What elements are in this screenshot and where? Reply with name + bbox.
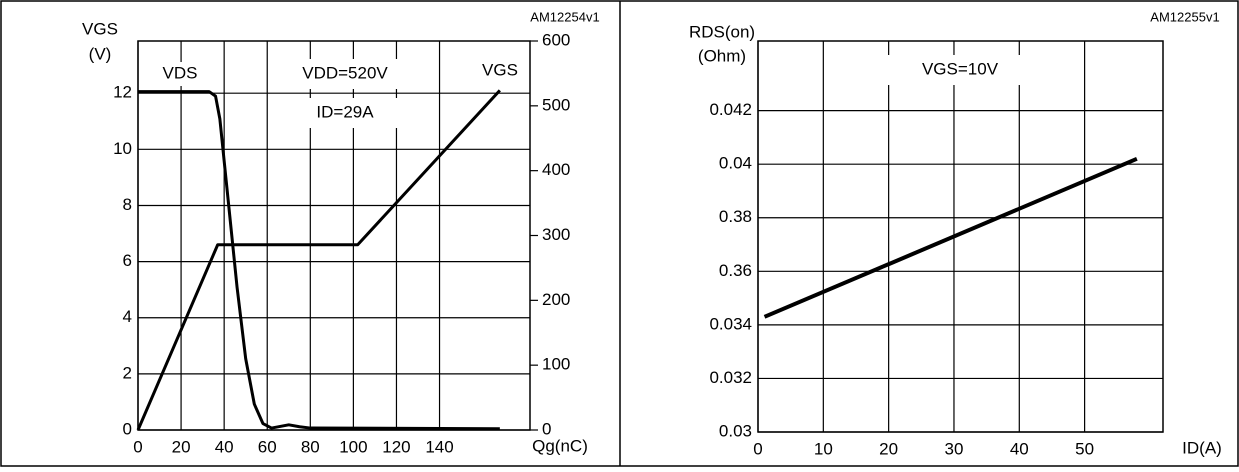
y-axis-label: RDS(on) bbox=[689, 22, 755, 41]
y-tick-label: 2 bbox=[123, 363, 132, 382]
x-axis-label: ID(A) bbox=[1182, 438, 1222, 457]
y-tick-label: 0.042 bbox=[709, 100, 752, 119]
y-tick-label: 12 bbox=[113, 83, 132, 102]
plot-area bbox=[757, 40, 1164, 433]
x-tick-label: 80 bbox=[301, 437, 320, 456]
y2-tick-label: 200 bbox=[542, 290, 570, 309]
y-tick-label: 8 bbox=[123, 195, 132, 214]
x-tick-label: 120 bbox=[382, 437, 410, 456]
x-tick-label: 20 bbox=[172, 437, 191, 456]
figure-code: AM12254v1 bbox=[530, 9, 599, 24]
y-tick-label: 0 bbox=[123, 419, 132, 438]
annotation-box bbox=[885, 55, 1035, 85]
y-tick-label: 10 bbox=[113, 139, 132, 158]
y-tick-label: 0.38 bbox=[719, 207, 752, 226]
x-tick-label: 50 bbox=[1075, 439, 1094, 458]
y-tick-label: 4 bbox=[123, 307, 132, 326]
x-tick-label: 0 bbox=[753, 439, 762, 458]
figure-code: AM12255v1 bbox=[1150, 9, 1219, 24]
y2-tick-label: 100 bbox=[542, 355, 570, 374]
x-tick-label: 10 bbox=[814, 439, 833, 458]
x-tick-label: 20 bbox=[879, 439, 898, 458]
y2-tick-label: 400 bbox=[542, 160, 570, 179]
series-label-box bbox=[476, 59, 524, 83]
x-tick-label: 100 bbox=[339, 437, 367, 456]
x-axis-label: Qg(nC) bbox=[532, 436, 588, 455]
x-tick-label: 0 bbox=[133, 437, 142, 456]
x-tick-label: 40 bbox=[1010, 439, 1029, 458]
annotation: ID=29A bbox=[316, 102, 374, 121]
series-label: VDS bbox=[163, 63, 198, 82]
series-line bbox=[763, 156, 1138, 319]
annotation: VDD=520V bbox=[302, 63, 388, 82]
y-tick-label: 0.034 bbox=[709, 314, 752, 333]
y-axis-unit: (Ohm) bbox=[698, 46, 746, 65]
y-axis-unit: (V) bbox=[89, 44, 112, 63]
annotation-box bbox=[285, 98, 405, 128]
y2-tick-label: 500 bbox=[542, 95, 570, 114]
y-axis-label: VGS bbox=[82, 19, 118, 38]
plot-area bbox=[137, 40, 531, 431]
series-label: VGS bbox=[482, 60, 518, 79]
series-line bbox=[138, 90, 500, 431]
y-tick-label: 0.36 bbox=[719, 261, 752, 280]
y-tick-label: 0.03 bbox=[719, 421, 752, 440]
x-tick-label: 40 bbox=[215, 437, 234, 456]
y-tick-label: 6 bbox=[123, 251, 132, 270]
x-tick-label: 30 bbox=[945, 439, 964, 458]
y2-tick-label: 600 bbox=[542, 30, 570, 49]
x-tick-label: 140 bbox=[425, 437, 453, 456]
y-tick-label: 0.032 bbox=[709, 368, 752, 387]
annotation-box bbox=[285, 59, 405, 89]
series-line bbox=[136, 89, 501, 431]
x-tick-label: 60 bbox=[258, 437, 277, 456]
y2-tick-label: 300 bbox=[542, 225, 570, 244]
annotation: VGS=10V bbox=[922, 59, 999, 78]
y-tick-label: 0.04 bbox=[719, 154, 752, 173]
series-label-box bbox=[156, 62, 204, 86]
y2-tick-label: 0 bbox=[542, 419, 551, 438]
